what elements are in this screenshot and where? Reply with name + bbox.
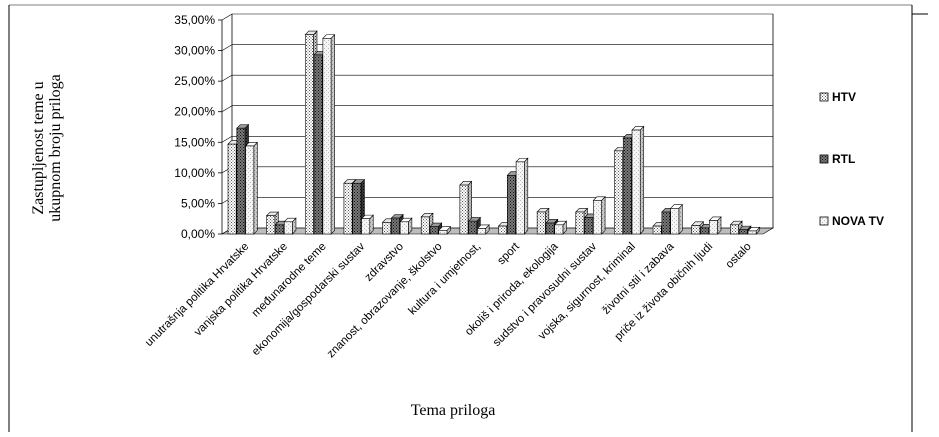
y-axis-ticks: 0,00% 5,00% 10,00% 15,00% 20,00% 25,00% 30,00%…	[174, 13, 222, 241]
bar-group-sport	[497, 157, 529, 235]
y-tick-label: 5,00%	[181, 196, 215, 210]
x-category-label-ostalo: ostalo	[724, 241, 754, 271]
legend-label-rtl: RTL	[832, 152, 855, 166]
y-tick-label: 10,00%	[174, 166, 215, 180]
bars	[227, 30, 761, 235]
bar-group-zdravstvo	[381, 213, 413, 235]
y-tick-label: 15,00%	[174, 135, 215, 149]
bar-htv-ostalo	[729, 220, 743, 235]
gridline-depth	[221, 105, 233, 112]
bar-group-vanjska-politika-hrvatske	[265, 211, 297, 235]
bar-group-price-iz-zivota-obicnih-ljudi	[691, 216, 722, 235]
legend-swatch-rtl	[819, 154, 829, 164]
x-category-label-zivotni-stil-i-zabava: životni stil i zabava	[600, 240, 677, 317]
bar-nova-tv-zdravstvo	[399, 217, 413, 235]
bar-nova-tv-ostalo	[747, 226, 761, 235]
bar-group-ostalo	[729, 220, 761, 235]
y-tick-label: 25,00%	[174, 74, 215, 88]
plot-walls	[220, 14, 775, 235]
gridline-depth	[221, 13, 233, 21]
bar-group-unutrasnja-politika-hrvatske	[227, 123, 259, 235]
bar-nova-tv-unutrasnja-politika-hrvatske	[244, 141, 259, 235]
bar-nova-tv-sudstvo-i-pravosudni-sustav	[592, 196, 606, 235]
bar-group-sudstvo-i-pravosudni-sustav	[575, 196, 606, 235]
x-category-label-sport: sport	[495, 240, 522, 267]
bar-nova-tv-vojska-sigurnost-kriminal	[631, 125, 645, 235]
bar-nova-tv-zivotni-stil-i-zabava	[669, 203, 684, 235]
bar-nova-tv-vanjska-politika-hrvatske	[283, 217, 297, 235]
bar-nova-tv-znanost-obrazovanje-skolstvo	[438, 225, 452, 235]
legend-label-nova-tv: NOVA TV	[832, 214, 884, 228]
bar-nova-tv-okolis-i-priroda-ekologija	[554, 220, 568, 235]
legend-swatch-nova-tv	[819, 216, 829, 226]
bar-nova-tv-price-iz-zivota-obicnih-ljudi	[708, 216, 722, 235]
legend-label-htv: HTV	[832, 90, 856, 104]
legend: HTV RTL NOVA TV	[819, 90, 884, 228]
bar-group-vojska-sigurnost-kriminal	[613, 125, 645, 235]
bar-nova-tv-medunarodne-teme	[322, 34, 336, 235]
gridline-depth	[221, 136, 233, 143]
gridlines	[221, 13, 773, 235]
gridline-depth	[221, 74, 233, 82]
gridline-depth	[221, 44, 233, 51]
bar-group-kultura-i-umjetnost	[459, 180, 490, 235]
bar-nova-tv-kultura-i-umjetnost	[476, 224, 490, 235]
y-tick-label: 30,00%	[174, 44, 215, 58]
y-tick-label: 20,00%	[174, 105, 215, 119]
bar-group-okolis-i-priroda-ekologija	[536, 207, 568, 235]
bar-group-zivotni-stil-i-zabava	[652, 203, 684, 235]
x-category-label-kultura-i-umjetnost: kultura i umjetnost,	[407, 241, 484, 318]
y-tick-label: 35,00%	[174, 13, 215, 27]
bar-group-medunarodne-teme	[304, 30, 336, 235]
bar-group-ekonomija-gospodarski-sustav	[343, 178, 374, 235]
bar-nova-tv-sport	[515, 157, 529, 235]
bar-nova-tv-ekonomija-gospodarski-sustav	[360, 214, 374, 235]
bar-group-znanost-obrazovanje-skolstvo	[420, 212, 452, 235]
y-axis-title-line-1: Zastupljenost teme u	[30, 81, 47, 214]
legend-swatch-htv	[819, 92, 829, 102]
plot-floor	[220, 227, 775, 235]
x-category-label-medunarodne-teme: međunarodne teme	[250, 241, 329, 320]
y-axis-title-line-2: ukupnom broju priloga	[47, 74, 64, 222]
y-tick-label: 0,00%	[181, 227, 215, 241]
x-axis-title: Tema priloga	[411, 402, 496, 419]
